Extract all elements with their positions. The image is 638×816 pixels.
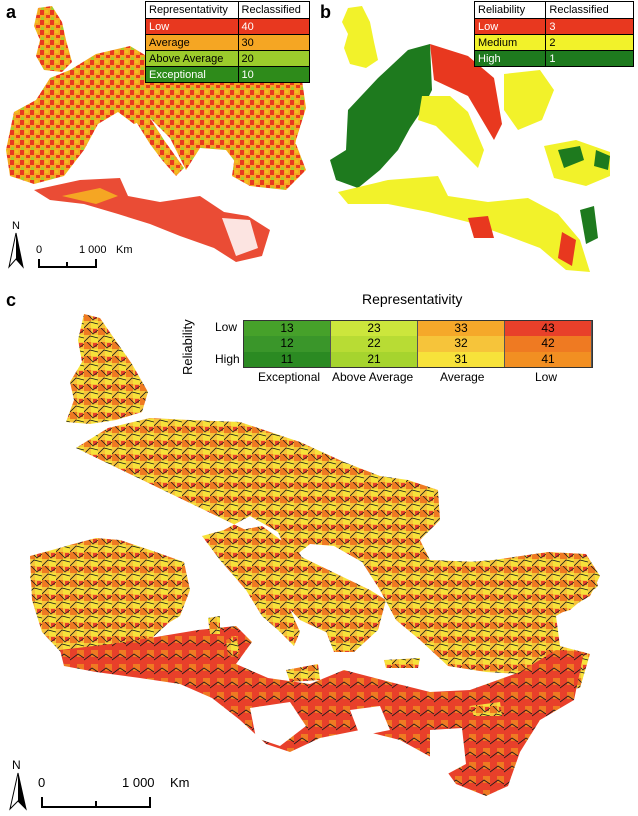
matrix-cell: 33 — [418, 321, 505, 336]
matrix-cell: 21 — [331, 352, 418, 367]
matrix-title: Representativity — [362, 291, 463, 307]
matrix-cell: 22 — [331, 336, 418, 352]
scale-bar-a: N 0 1 000 Km — [8, 220, 133, 269]
scale-unit-label: Km — [116, 244, 133, 256]
legend-row-name: Low — [473, 18, 547, 35]
legend-header-name: Reliability — [473, 1, 547, 19]
map-combined-roads — [30, 314, 600, 796]
scale-unit-label: Km — [170, 775, 190, 790]
map-reliability — [330, 6, 610, 272]
north-label: N — [12, 220, 20, 232]
matrix-grid: 13 23 33 43 12 22 32 42 11 21 31 41 — [243, 320, 593, 368]
matrix-cell: 32 — [418, 336, 505, 352]
matrix-col-label: Exceptional — [258, 370, 321, 384]
legend-row-value: 10 — [237, 66, 311, 83]
matrix-row-label: Low — [215, 320, 238, 334]
legend-row-value: 3 — [545, 18, 634, 35]
matrix-cell: 11 — [244, 352, 331, 367]
panel-b-label: b — [320, 2, 331, 22]
legend-row-value: 30 — [237, 34, 311, 51]
scale-zero-label: 0 — [36, 244, 42, 256]
legend-row-value: 2 — [545, 34, 634, 51]
matrix-cell: 41 — [505, 352, 592, 367]
scale-bar-c: N 0 1 000 Km — [9, 758, 190, 811]
matrix-col-label: Low — [535, 370, 558, 384]
panel-a-label: a — [6, 2, 17, 22]
matrix-cell: 23 — [331, 321, 418, 336]
legend-header-value: Reclassified — [237, 1, 311, 19]
legend-row-value: 1 — [545, 50, 634, 67]
panel-c-label: c — [6, 290, 17, 310]
legend-row-name: Exceptional — [145, 66, 239, 83]
legend-row-value: 20 — [237, 50, 311, 67]
north-label: N — [12, 758, 21, 772]
matrix-cell: 42 — [505, 336, 592, 352]
legend-header-name: Representativity — [145, 1, 239, 19]
scale-distance-label: 1 000 — [122, 775, 155, 790]
matrix-cell: 43 — [505, 321, 592, 336]
scale-zero-label: 0 — [38, 775, 45, 790]
legend-row-name: Average — [145, 34, 239, 51]
legend-row-name: Medium — [473, 34, 547, 51]
matrix-cell: 31 — [418, 352, 505, 367]
matrix-y-title: Reliability — [180, 319, 195, 375]
legend-row-name: High — [473, 50, 547, 67]
legend-row-name: Low — [145, 18, 239, 35]
matrix-row-label: High — [215, 352, 240, 366]
legend-row-name: Above Average — [145, 50, 239, 67]
legend-representativity: Representativity Reclassified Low 40 Ave… — [145, 1, 311, 83]
matrix-col-label: Above Average — [332, 370, 414, 384]
legend-reliability: Reliability Reclassified Low 3 Medium 2 … — [473, 1, 634, 67]
legend-header-value: Reclassified — [545, 1, 634, 19]
matrix-col-label: Average — [440, 370, 485, 384]
matrix-cell: 13 — [244, 321, 331, 336]
legend-row-value: 40 — [237, 18, 311, 35]
matrix-cell: 12 — [244, 336, 331, 352]
scale-distance-label: 1 000 — [79, 244, 107, 256]
